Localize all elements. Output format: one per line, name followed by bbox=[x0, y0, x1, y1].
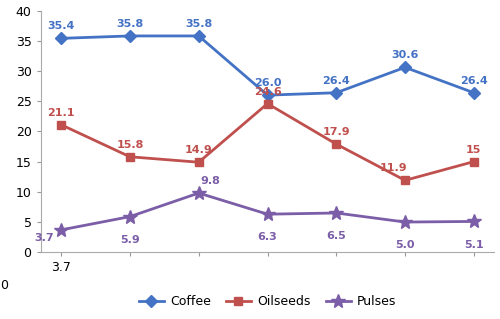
Coffee bbox=[471, 91, 477, 95]
Text: 14.9: 14.9 bbox=[185, 145, 212, 155]
Coffee bbox=[127, 34, 133, 38]
Coffee bbox=[196, 34, 202, 38]
Text: 35.4: 35.4 bbox=[48, 21, 75, 31]
Pulses bbox=[58, 228, 64, 232]
Oilseeds bbox=[127, 155, 133, 159]
Coffee bbox=[402, 65, 408, 69]
Text: 5.1: 5.1 bbox=[464, 240, 483, 249]
Text: 15: 15 bbox=[466, 145, 481, 155]
Line: Oilseeds: Oilseeds bbox=[57, 100, 478, 184]
Text: 15.8: 15.8 bbox=[116, 140, 143, 150]
Text: 17.9: 17.9 bbox=[322, 127, 350, 137]
Coffee bbox=[58, 36, 64, 40]
Text: 11.9: 11.9 bbox=[380, 163, 407, 174]
Text: 35.8: 35.8 bbox=[116, 19, 143, 29]
Text: 30.6: 30.6 bbox=[392, 50, 418, 60]
Text: 6.5: 6.5 bbox=[326, 231, 346, 241]
Coffee bbox=[334, 91, 340, 95]
Pulses bbox=[196, 191, 202, 195]
Text: 6.3: 6.3 bbox=[258, 232, 278, 242]
Pulses bbox=[471, 219, 477, 223]
Text: 5.9: 5.9 bbox=[120, 235, 140, 245]
Pulses bbox=[127, 215, 133, 219]
Line: Coffee: Coffee bbox=[57, 32, 478, 99]
Text: 35.8: 35.8 bbox=[185, 19, 212, 29]
Pulses bbox=[264, 212, 270, 216]
Oilseeds bbox=[264, 102, 270, 106]
Text: 26.4: 26.4 bbox=[460, 76, 487, 86]
Oilseeds bbox=[58, 123, 64, 127]
Text: 26.0: 26.0 bbox=[254, 78, 281, 88]
Oilseeds bbox=[402, 178, 408, 182]
Pulses bbox=[402, 220, 408, 224]
Oilseeds bbox=[471, 160, 477, 164]
Text: 9.8: 9.8 bbox=[200, 176, 220, 186]
Text: 5.0: 5.0 bbox=[396, 240, 415, 250]
Text: 24.6: 24.6 bbox=[254, 87, 281, 97]
Oilseeds bbox=[196, 160, 202, 164]
Text: 0: 0 bbox=[0, 279, 8, 292]
Oilseeds bbox=[334, 142, 340, 146]
Legend: Coffee, Oilseeds, Pulses: Coffee, Oilseeds, Pulses bbox=[134, 290, 401, 313]
Text: 21.1: 21.1 bbox=[48, 108, 75, 118]
Line: Pulses: Pulses bbox=[54, 186, 481, 237]
Text: 3.7: 3.7 bbox=[34, 233, 54, 243]
Text: 26.4: 26.4 bbox=[322, 76, 350, 86]
Coffee bbox=[264, 93, 270, 97]
Pulses bbox=[334, 211, 340, 215]
